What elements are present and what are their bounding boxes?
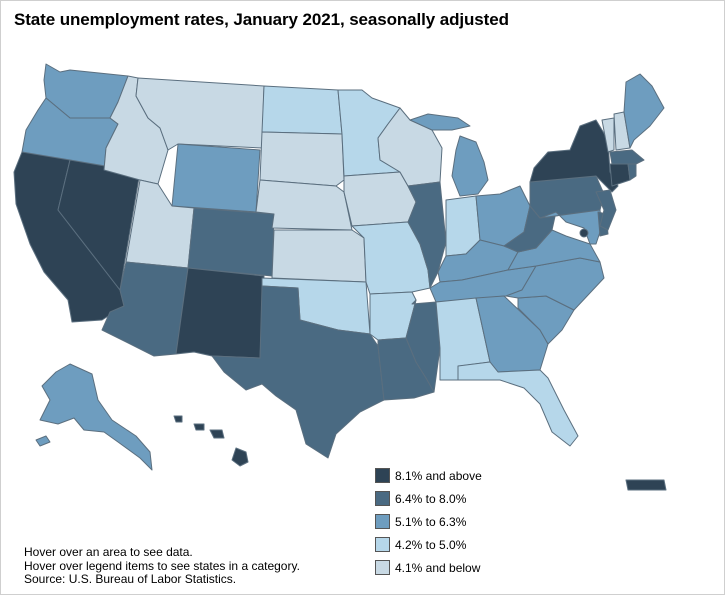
- legend-item-4[interactable]: 4.2% to 5.0%: [375, 534, 482, 555]
- state-nd[interactable]: [261, 85, 343, 135]
- legend-item-5[interactable]: 4.1% and below: [375, 557, 482, 578]
- state-vt[interactable]: [601, 117, 615, 153]
- state-hi-kauai[interactable]: [173, 415, 183, 423]
- state-ak[interactable]: [39, 363, 153, 471]
- state-fl[interactable]: [457, 361, 579, 447]
- legend-label: 6.4% to 8.0%: [395, 491, 467, 506]
- state-co[interactable]: [187, 207, 275, 277]
- legend-item-2[interactable]: 6.4% to 8.0%: [375, 488, 482, 509]
- source-note: Source: U.S. Bureau of Labor Statistics.: [24, 572, 237, 586]
- legend-item-3[interactable]: 5.1% to 6.3%: [375, 511, 482, 532]
- legend-swatch: [375, 468, 390, 483]
- state-tx[interactable]: [211, 285, 385, 459]
- state-ak-islands[interactable]: [35, 435, 51, 447]
- state-mi[interactable]: [451, 135, 489, 197]
- footnotes: Hover over an area to see data. Hover ov…: [24, 545, 300, 587]
- legend-swatch: [375, 560, 390, 575]
- map-title: State unemployment rates, January 2021, …: [14, 10, 509, 29]
- legend-label: 5.1% to 6.3%: [395, 514, 467, 529]
- state-ne[interactable]: [255, 179, 353, 231]
- legend: 8.1% and above 6.4% to 8.0% 5.1% to 6.3%…: [375, 465, 482, 580]
- legend-swatch: [375, 491, 390, 506]
- state-pr[interactable]: [625, 479, 667, 491]
- state-wy[interactable]: [171, 143, 261, 213]
- state-hi-maui[interactable]: [209, 429, 225, 439]
- state-ma[interactable]: [609, 149, 645, 165]
- legend-label: 8.1% and above: [395, 468, 482, 483]
- state-ri[interactable]: [627, 163, 637, 181]
- legend-swatch: [375, 514, 390, 529]
- state-ny[interactable]: [529, 119, 619, 193]
- hover-note: Hover over an area to see data.: [24, 545, 193, 559]
- legend-item-1[interactable]: 8.1% and above: [375, 465, 482, 486]
- state-hi-oahu[interactable]: [193, 423, 205, 431]
- state-mi-up[interactable]: [409, 113, 471, 131]
- legend-label: 4.2% to 5.0%: [395, 537, 467, 552]
- state-dc[interactable]: [579, 228, 589, 238]
- state-sd[interactable]: [259, 131, 345, 187]
- state-il[interactable]: [407, 181, 447, 289]
- state-ct[interactable]: [609, 163, 631, 187]
- state-nm[interactable]: [175, 267, 265, 359]
- legend-label: 4.1% and below: [395, 560, 481, 575]
- legend-hover-note: Hover over legend items to see states in…: [24, 558, 300, 573]
- state-me[interactable]: [623, 73, 665, 149]
- state-ks[interactable]: [271, 229, 367, 283]
- state-hi-big[interactable]: [231, 447, 249, 467]
- legend-swatch: [375, 537, 390, 552]
